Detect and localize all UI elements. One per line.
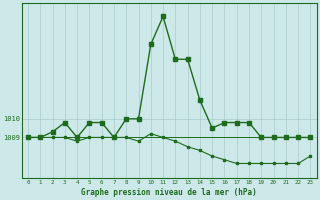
X-axis label: Graphe pression niveau de la mer (hPa): Graphe pression niveau de la mer (hPa)	[81, 188, 257, 197]
